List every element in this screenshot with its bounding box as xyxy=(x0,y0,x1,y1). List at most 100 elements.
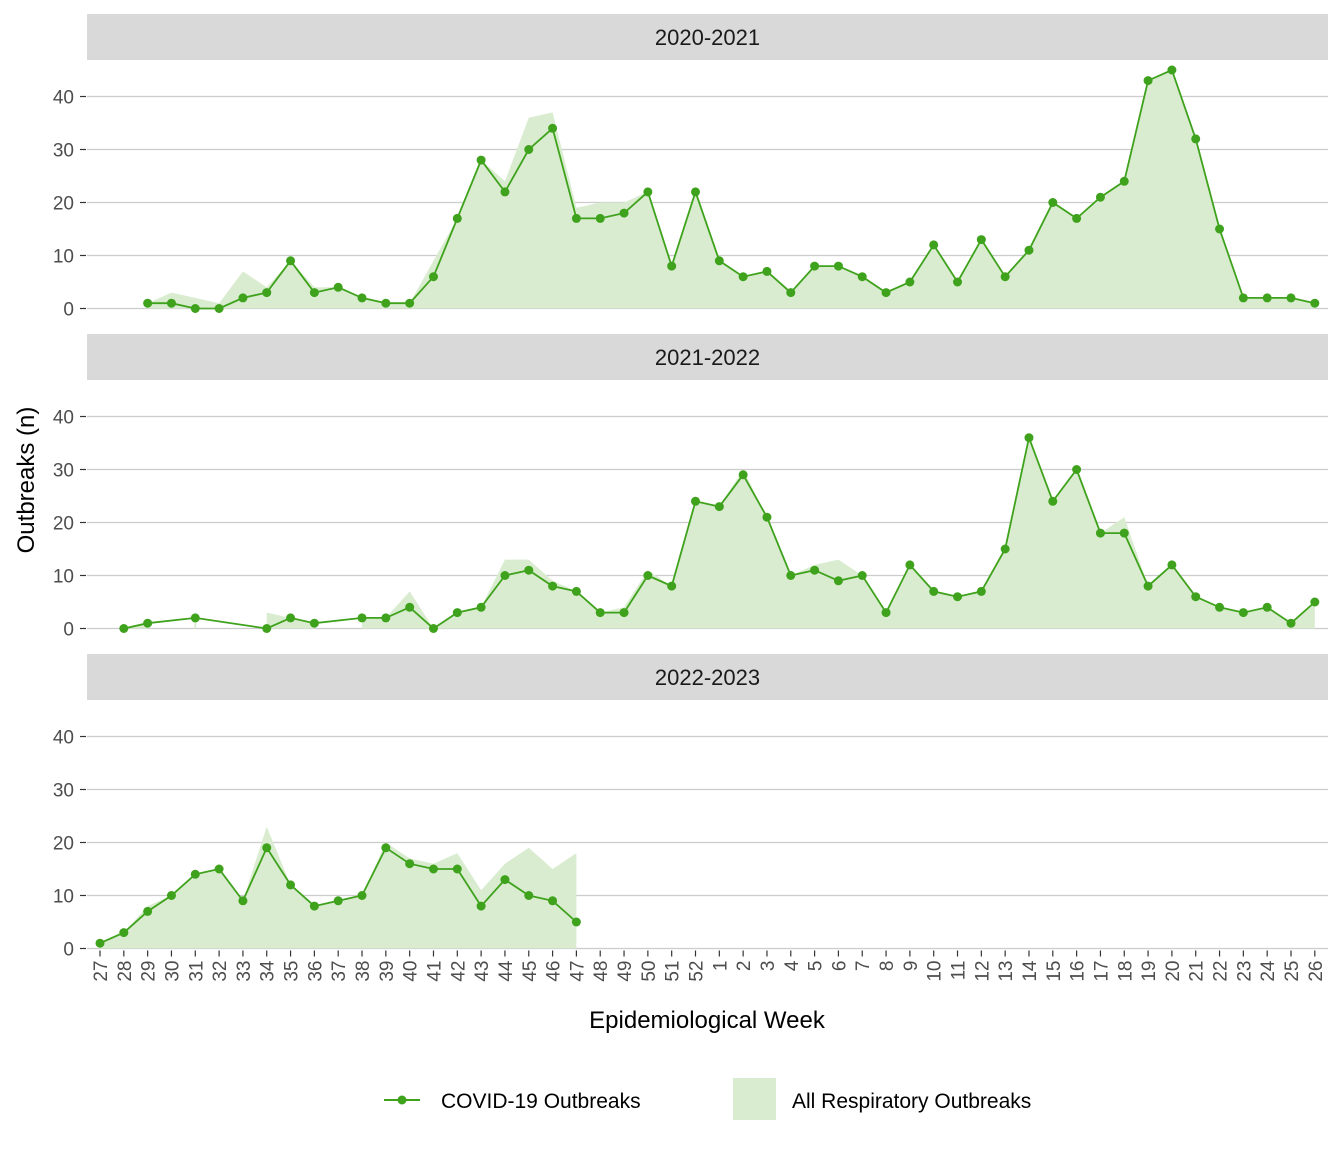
y-tick-label: 30 xyxy=(53,461,74,482)
x-tick-label: 15 xyxy=(1044,961,1065,982)
all-respiratory-area xyxy=(100,826,577,949)
covid-point xyxy=(381,613,391,623)
x-tick-label: 51 xyxy=(663,961,684,982)
x-tick-label: 20 xyxy=(1163,961,1184,982)
covid-point xyxy=(500,571,510,580)
x-tick-label: 36 xyxy=(305,961,326,982)
covid-point xyxy=(786,571,796,580)
y-tick-label: 30 xyxy=(53,781,74,802)
covid-point xyxy=(1119,176,1129,186)
covid-point xyxy=(1238,608,1248,618)
covid-point xyxy=(857,272,867,282)
x-tick-label: 45 xyxy=(520,961,541,982)
x-tick-label: 23 xyxy=(1234,961,1255,982)
y-tick-label: 10 xyxy=(53,567,74,588)
covid-point xyxy=(405,602,415,612)
covid-point xyxy=(476,602,486,612)
y-tick-label: 20 xyxy=(53,834,74,855)
covid-point xyxy=(833,261,843,271)
covid-point xyxy=(929,586,939,596)
covid-point xyxy=(762,512,772,522)
covid-point xyxy=(929,240,939,250)
covid-point xyxy=(262,288,272,298)
x-tick-label: 39 xyxy=(377,961,398,982)
x-axis: 27 28 29 30 31 32 33 34 35 36 37 38 39 40 41 42 43 44 45 46… xyxy=(91,950,1327,982)
y-tick-label: 0 xyxy=(63,940,74,961)
covid-point xyxy=(1238,293,1248,303)
covid-point xyxy=(976,235,986,245)
covid-point xyxy=(595,213,605,223)
y-tick-label: 40 xyxy=(53,408,74,429)
covid-point xyxy=(905,560,915,570)
covid-point xyxy=(1024,433,1034,443)
covid-point xyxy=(571,586,581,596)
covid-point xyxy=(214,864,224,874)
covid-point xyxy=(1191,134,1201,144)
x-tick-label: 34 xyxy=(258,960,279,982)
covid-point xyxy=(286,613,296,623)
x-axis-title: Epidemiological Week xyxy=(589,1007,826,1034)
x-tick-label: 31 xyxy=(186,961,207,982)
x-tick-label: 42 xyxy=(448,961,469,982)
covid-point xyxy=(333,896,343,906)
covid-point xyxy=(548,581,558,591)
panel-2022-2023: 2022-2023 0 10 20 30 40 xyxy=(53,654,1328,961)
covid-point xyxy=(524,891,534,900)
x-tick-label: 33 xyxy=(234,961,255,982)
covid-point xyxy=(452,608,462,618)
all-respiratory-area xyxy=(362,437,1315,629)
covid-point xyxy=(166,298,176,308)
legend-covid-label: COVID-19 Outbreaks xyxy=(441,1090,641,1113)
covid-point xyxy=(881,288,891,298)
x-tick-label: 50 xyxy=(639,961,660,982)
covid-point xyxy=(1262,602,1272,612)
covid-point xyxy=(1095,192,1105,202)
covid-point xyxy=(1119,528,1129,538)
legend-all-label: All Respiratory Outbreaks xyxy=(792,1090,1031,1113)
covid-point xyxy=(428,272,438,282)
covid-point xyxy=(810,565,820,575)
x-tick-label: 32 xyxy=(210,961,231,982)
facet-panels: 2020-20210102030402021-20220102030402022… xyxy=(53,14,1328,961)
covid-point xyxy=(405,298,415,308)
facet-strip-label: 2020-2021 xyxy=(655,25,760,50)
covid-point xyxy=(1143,581,1153,591)
covid-point xyxy=(357,293,367,303)
covid-point xyxy=(143,618,153,628)
x-tick-label: 16 xyxy=(1068,961,1089,982)
x-tick-label: 43 xyxy=(472,961,493,982)
covid-point xyxy=(262,843,272,853)
covid-point xyxy=(1000,544,1010,554)
covid-point xyxy=(953,592,963,602)
y-tick-label: 30 xyxy=(53,141,74,162)
x-tick-label: 12 xyxy=(972,961,993,982)
covid-point xyxy=(714,502,724,512)
x-tick-label: 26 xyxy=(1306,961,1327,982)
x-tick-label: 24 xyxy=(1258,960,1279,982)
covid-point xyxy=(857,571,867,580)
covid-point xyxy=(309,901,319,911)
covid-point xyxy=(571,213,581,223)
covid-point xyxy=(619,208,629,218)
x-tick-label: 22 xyxy=(1211,961,1232,982)
y-tick-label: 10 xyxy=(53,887,74,908)
y-tick-label: 20 xyxy=(53,514,74,535)
covid-point xyxy=(953,277,963,287)
covid-point xyxy=(309,288,319,298)
covid-point xyxy=(524,565,534,575)
covid-point xyxy=(524,145,534,154)
x-tick-label: 30 xyxy=(162,961,183,982)
x-tick-label: 49 xyxy=(615,961,636,982)
covid-point xyxy=(238,896,248,906)
x-tick-label: 40 xyxy=(401,961,422,982)
x-tick-label: 6 xyxy=(829,961,850,972)
x-tick-label: 41 xyxy=(424,961,445,982)
covid-point xyxy=(571,917,581,927)
covid-point xyxy=(714,256,724,266)
covid-point xyxy=(691,496,700,506)
covid-point xyxy=(333,282,343,292)
legend: COVID-19 Outbreaks All Respiratory Outbr… xyxy=(384,1078,1031,1120)
covid-point xyxy=(905,277,915,287)
x-tick-label: 29 xyxy=(139,961,160,982)
covid-point xyxy=(238,293,248,303)
